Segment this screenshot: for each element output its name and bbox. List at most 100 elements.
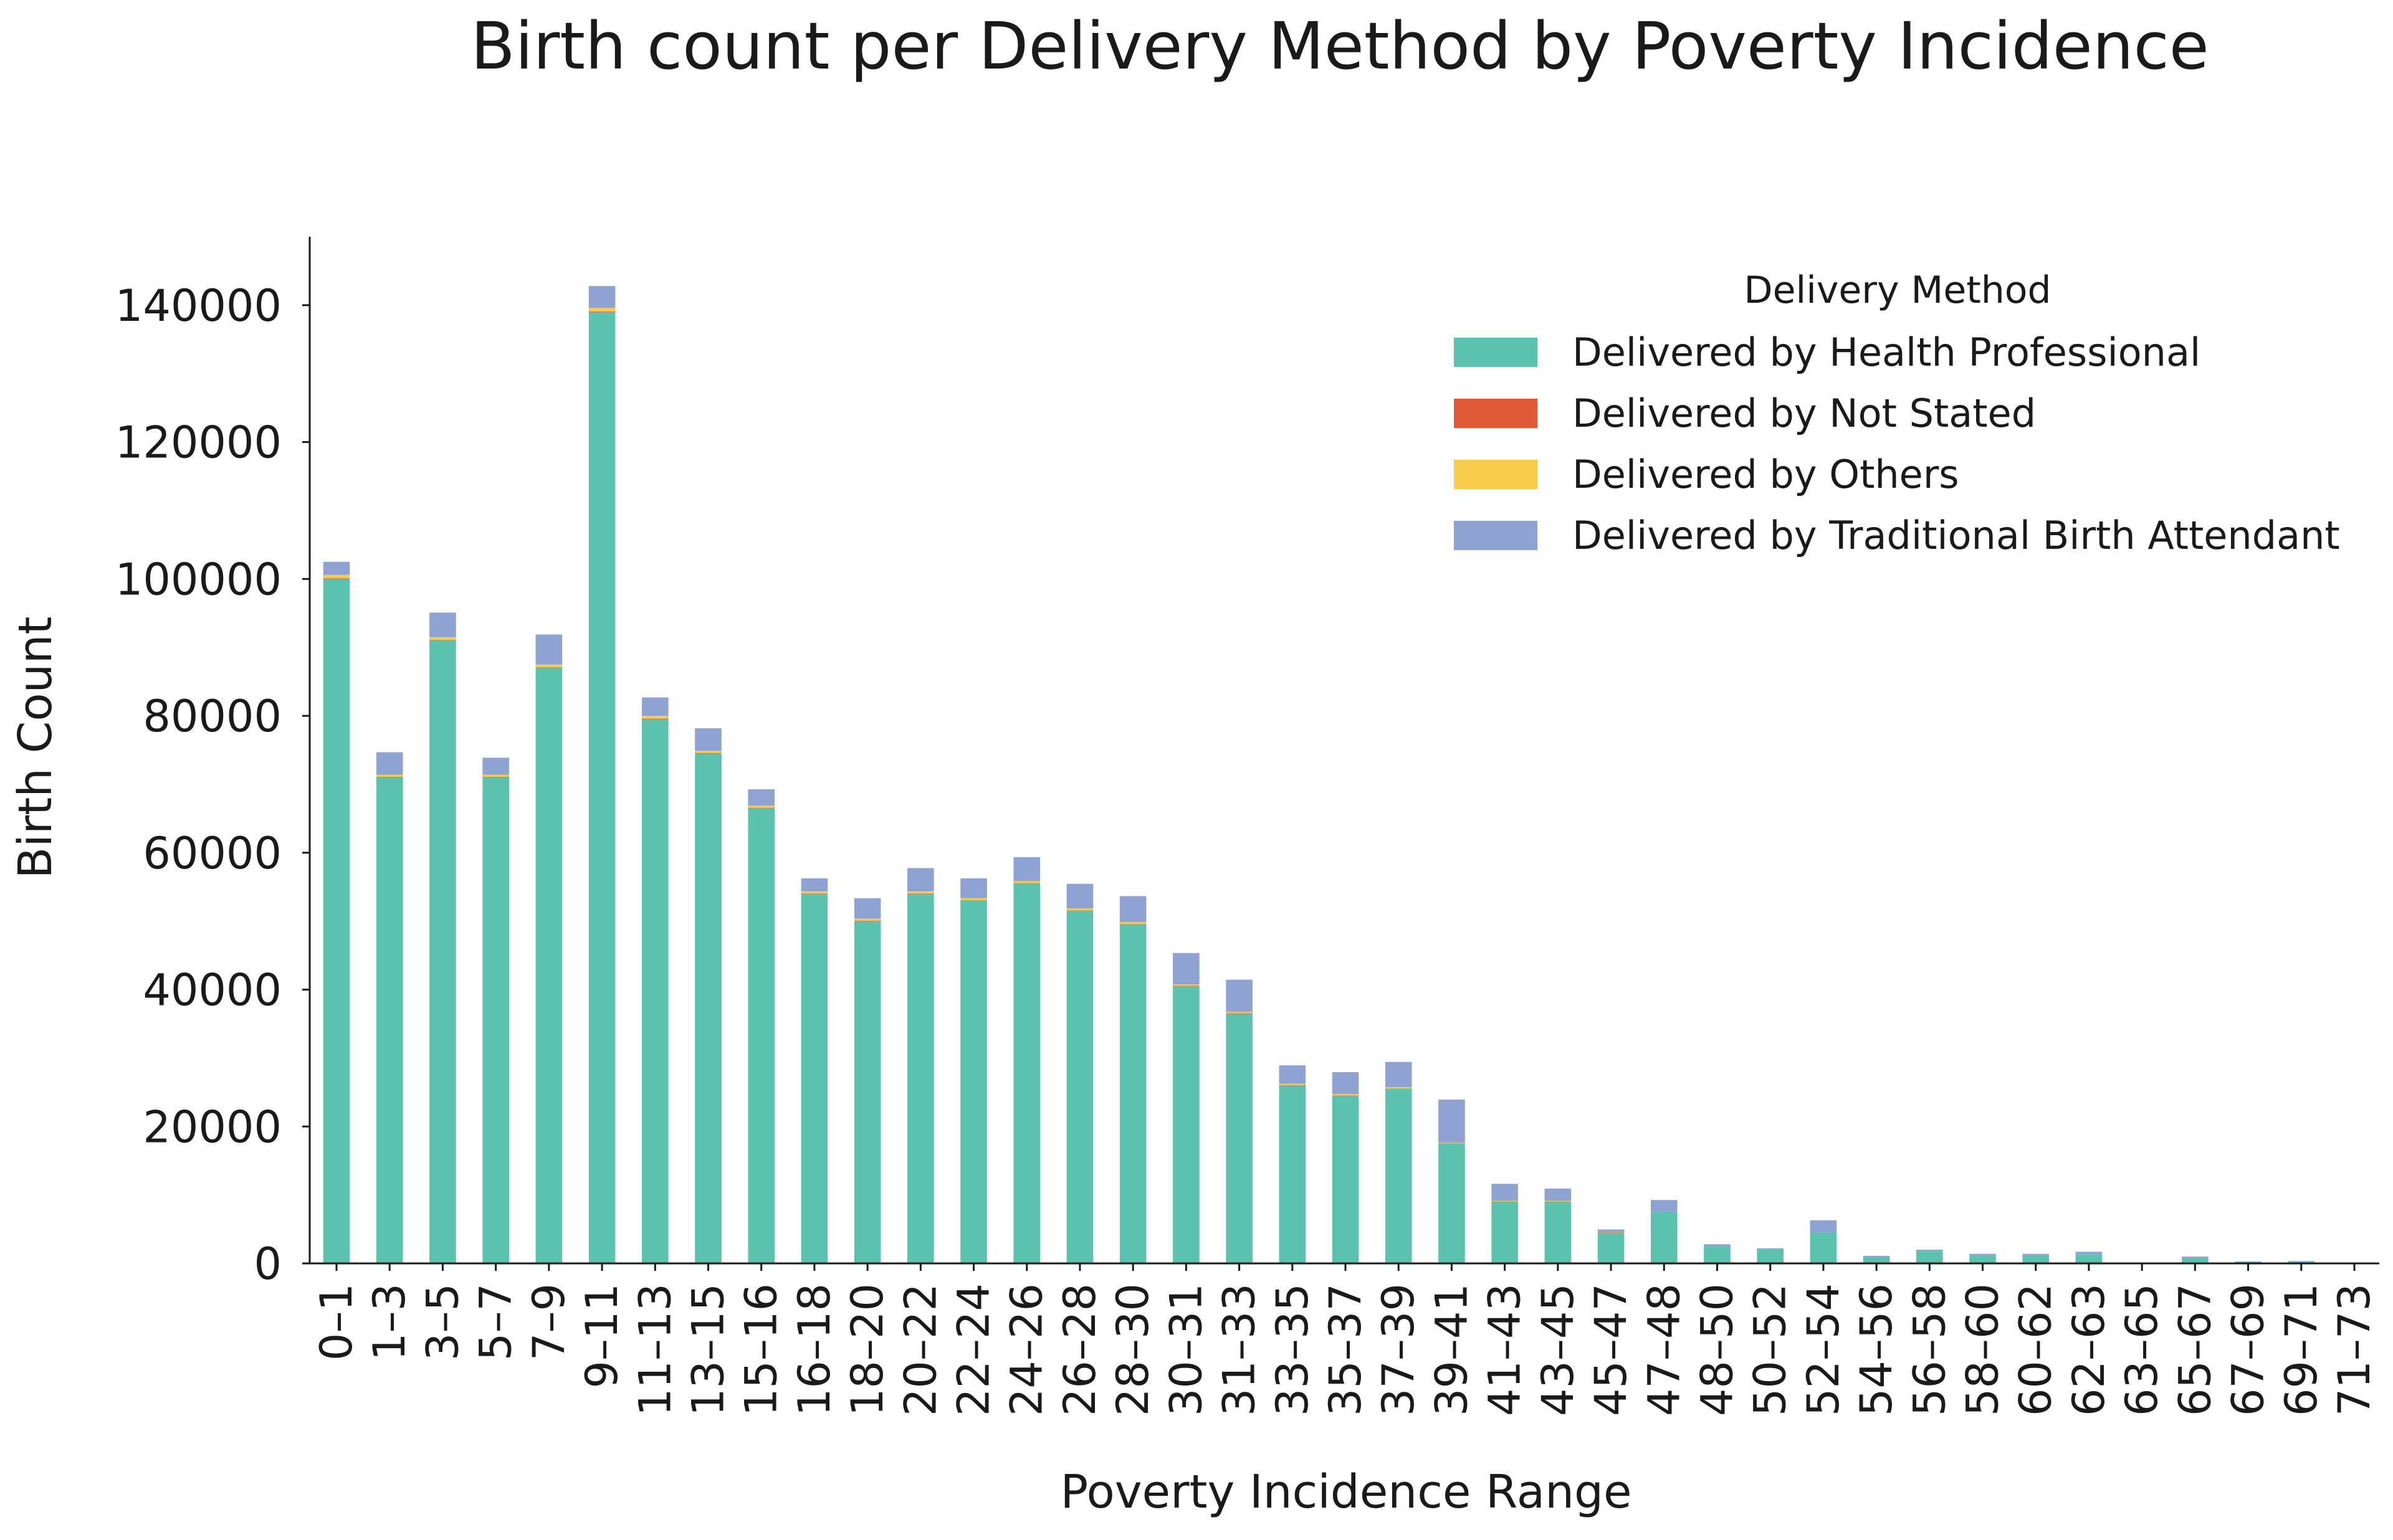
legend-label-0: Delivered by Health Professional [1572,330,2200,375]
bar-segment-s2-c2 [429,637,456,640]
x-tick-label-20: 37–39 [1373,1283,1424,1416]
bar-segment-s3-c22 [1491,1184,1518,1201]
bar-segment-s2-c22 [1491,1200,1518,1202]
bar-segment-s0-c17 [1226,1013,1253,1263]
bar-segment-s3-c13 [1013,857,1041,882]
bar-segment-s2-c11 [907,891,934,894]
bar-segment-s1-c9 [801,893,828,894]
x-tick-label-22: 41–43 [1479,1283,1531,1416]
bar-segment-s3-c17 [1226,979,1253,1012]
x-tick-label-25: 47–48 [1638,1283,1689,1416]
bar-segment-s1-c6 [641,718,669,720]
bar-segment-s0-c14 [1066,911,1094,1263]
bar-segment-s0-c2 [429,640,456,1263]
bar-segment-s1-c7 [695,753,722,754]
bar-segment-s3-c29 [1863,1255,1890,1258]
bar-segment-s2-c23 [1544,1200,1572,1202]
legend-swatch-1 [1454,399,1537,428]
legend: Delivery Method Delivered by Health Prof… [1454,269,2340,558]
y-tick-label-2: 40000 [143,965,282,1016]
bar-segment-s0-c26 [1704,1246,1731,1263]
x-tick-label-10: 18–20 [842,1283,893,1416]
bar-segment-s3-c6 [641,697,669,716]
y-tick-label-5: 100000 [115,554,282,605]
bar-segment-s1-c12 [960,900,987,901]
bar-segment-s2-c19 [1332,1094,1359,1096]
bar-segment-s3-c23 [1544,1189,1572,1201]
bar-segment-s0-c16 [1173,986,1200,1263]
x-tick-label-24: 45–47 [1585,1283,1636,1416]
bar-segment-s0-c10 [854,921,881,1263]
legend-swatch-3 [1454,521,1537,550]
bar-segment-s3-c3 [482,758,509,775]
bar-segment-s3-c28 [1810,1220,1837,1233]
bar-segment-s3-c11 [907,868,934,891]
bar-segment-s2-c1 [376,774,403,777]
y-ticks-layer: 0 20000 40000 60000 80000 100000 120000 140000 [115,280,310,1290]
bar-segment-s3-c7 [695,728,722,751]
bar-segment-s1-c15 [1119,924,1147,925]
bar-segment-s2-c6 [641,716,669,719]
bar-segment-s1-c8 [748,807,775,809]
bar-segment-s0-c6 [641,719,669,1263]
x-tick-label-16: 30–31 [1160,1283,1211,1416]
bar-segment-s0-c4 [535,668,563,1263]
bar-segment-s3-c5 [588,286,616,308]
bar-segment-s2-c15 [1119,922,1147,924]
bar-segment-s3-c4 [535,634,563,665]
y-tick-label-6: 120000 [115,417,282,468]
bar-segment-s3-c15 [1119,896,1147,923]
bar-segment-s3-c18 [1279,1065,1306,1084]
bar-segment-s2-c0 [323,574,350,579]
x-tick-label-28: 52–54 [1798,1283,1849,1416]
x-tick-label-17: 31–33 [1214,1283,1265,1416]
x-tick-label-34: 63–65 [2116,1283,2167,1416]
x-tick-label-6: 11–13 [629,1283,681,1416]
bar-segment-s0-c3 [482,777,509,1263]
bar-segment-s3-c20 [1385,1062,1412,1088]
bar-segment-s0-c22 [1491,1202,1518,1263]
bar-segment-s1-c18 [1279,1085,1306,1086]
bar-segment-s2-c20 [1385,1087,1412,1089]
x-tick-label-38: 71–73 [2329,1283,2380,1416]
x-tick-label-27: 50–52 [1745,1283,1796,1416]
legend-label-1: Delivered by Not Stated [1572,391,2036,436]
x-tick-label-15: 28–30 [1107,1283,1158,1416]
bar-segment-s1-c19 [1332,1095,1359,1096]
bar-segment-s3-c2 [429,612,456,637]
bar-segment-s0-c20 [1385,1088,1412,1263]
bar-segment-s1-c13 [1013,883,1041,884]
bar-segment-s2-c5 [588,308,616,311]
x-tick-label-35: 65–67 [2169,1283,2220,1416]
bar-segment-s3-c26 [1704,1244,1731,1247]
x-tick-label-5: 9–11 [576,1283,628,1389]
bar-segment-s2-c24 [1597,1232,1625,1233]
bar-segment-s3-c24 [1597,1229,1625,1232]
x-tick-label-0: 0–1 [311,1283,362,1361]
bar-segment-s3-c25 [1650,1200,1678,1212]
bar-segment-s2-c14 [1066,908,1094,911]
bar-segment-s0-c18 [1279,1085,1306,1263]
bar-segment-s1-c0 [323,578,350,579]
bar-segment-s3-c19 [1332,1072,1359,1095]
chart-title: Birth count per Delivery Method by Pover… [470,8,2209,84]
legend-entries: Delivered by Health Professional Delivere… [1454,330,2340,558]
y-tick-label-1: 20000 [143,1101,282,1153]
x-tick-label-1: 1–3 [364,1283,415,1361]
legend-label-3: Delivered by Traditional Birth Attendant [1572,513,2340,558]
legend-swatch-2 [1454,460,1537,489]
bar-segment-s3-c16 [1173,953,1200,985]
bar-segment-s2-c17 [1226,1012,1253,1014]
x-tick-label-26: 48–50 [1691,1283,1742,1416]
bar-segment-s0-c1 [376,777,403,1263]
bar-segment-s0-c19 [1332,1095,1359,1263]
bar-segment-s0-c31 [1969,1255,1996,1263]
bar-segment-s0-c29 [1863,1257,1890,1263]
bar-segment-s1-c4 [535,667,563,668]
x-tick-label-36: 67–69 [2223,1283,2274,1416]
bar-segment-s3-c27 [1757,1248,1784,1250]
x-tick-label-33: 62–63 [2063,1283,2114,1416]
bar-segment-s0-c0 [323,579,350,1263]
x-tick-label-2: 3–5 [417,1283,468,1361]
bar-segment-s0-c21 [1438,1143,1465,1263]
